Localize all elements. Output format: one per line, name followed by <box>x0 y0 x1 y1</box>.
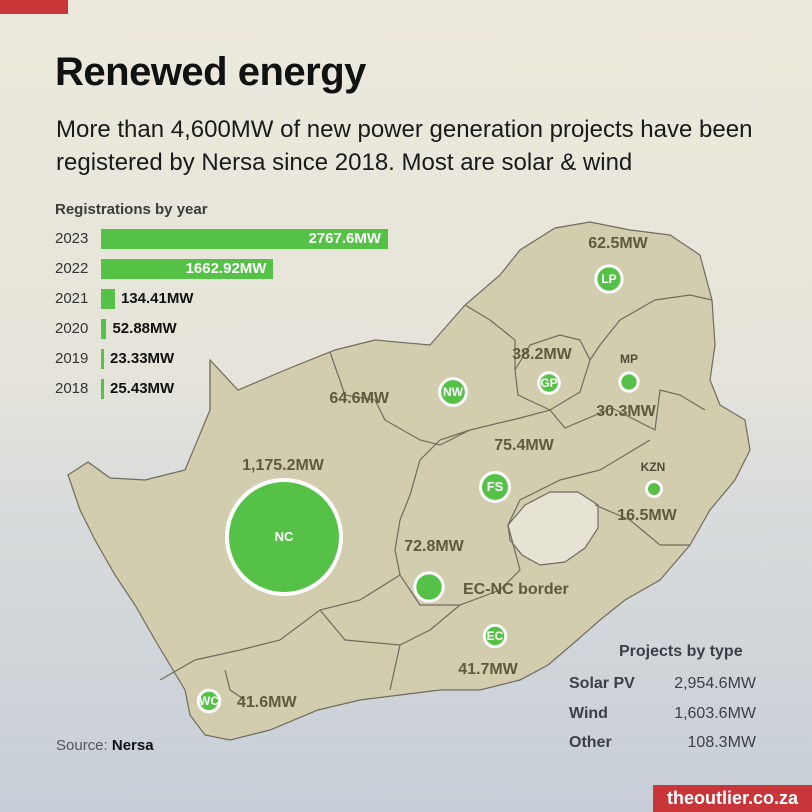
type-value-other: 108.3MW <box>687 734 756 751</box>
value-label-kzn: 16.5MW <box>617 507 677 524</box>
value-label-nw: 64.6MW <box>329 390 389 407</box>
bubble-fs <box>479 471 511 503</box>
bubble-mp <box>618 371 640 393</box>
accent-bar <box>0 0 68 14</box>
lesotho <box>507 491 599 566</box>
province-code-lp: LP <box>601 272 616 286</box>
bubble-ec-nc-border <box>413 571 445 603</box>
source-note: Source: Nersa <box>56 737 154 754</box>
bar-value-2020: 52.88MW <box>112 320 177 337</box>
bubble-nc <box>225 478 343 596</box>
province-code-fs: FS <box>487 479 504 494</box>
year-label-2018: 2018 <box>55 380 89 397</box>
province-borders <box>159 294 713 701</box>
bar-value-2021: 134.41MW <box>120 290 194 307</box>
value-label-nc: 1,175.2MW <box>242 457 325 474</box>
page-subtitle: More than 4,600MW of new power generatio… <box>56 116 753 176</box>
projects-by-type-heading: Projects by type <box>619 643 743 660</box>
bar-2022 <box>101 259 274 279</box>
bubble-ec <box>482 623 508 649</box>
province-code-wc: WC <box>199 694 219 708</box>
type-value-solar: 2,954.6MW <box>674 675 756 692</box>
type-name-other: Other <box>569 734 612 751</box>
bar-value-2023: 2767.6MW <box>308 230 381 247</box>
province-code-ec: EC <box>487 629 504 643</box>
bar-2021 <box>101 289 115 309</box>
registrations-heading: Registrations by year <box>55 201 208 218</box>
province-code-nw: NW <box>443 385 464 399</box>
year-label-2023: 2023 <box>55 230 89 247</box>
bubble-lp <box>594 264 624 294</box>
province-code-mp: MP <box>620 352 638 366</box>
province-code-kzn: KZN <box>641 460 666 474</box>
bar-2023 <box>101 229 388 249</box>
bar-value-2019: 23.33MW <box>110 350 175 367</box>
bar-2020 <box>101 319 107 339</box>
value-label-mp: 30.3MW <box>596 403 656 420</box>
type-name-wind: Wind <box>569 705 608 722</box>
page-title: Renewed energy <box>55 50 366 94</box>
type-value-wind: 1,603.6MW <box>674 705 756 722</box>
bubble-gp <box>537 371 561 395</box>
bar-2018 <box>101 379 104 399</box>
bubble-wc <box>196 688 222 714</box>
country-outline <box>67 221 751 741</box>
value-label-lp: 62.5MW <box>588 235 648 252</box>
source-prefix: Source: <box>56 737 108 754</box>
value-label-ec-nc-border: 72.8MW <box>404 538 464 555</box>
bubble-kzn <box>645 480 663 498</box>
bar-2019 <box>101 349 104 369</box>
value-label-gp: 38.2MW <box>512 346 572 363</box>
province-bubbles: LP 62.5MW GP 38.2MW MP 30.3MW NW 64.6MW NC 1,175.… <box>196 235 678 714</box>
bar-value-2018: 25.43MW <box>110 380 175 397</box>
year-label-2020: 2020 <box>55 320 89 337</box>
value-label-wc: 41.6MW <box>237 694 297 711</box>
province-code-gp: GP <box>540 376 557 390</box>
brand-badge[interactable]: theoutlier.co.za <box>653 785 812 812</box>
bar-value-2022: 1662.92MW <box>185 260 267 277</box>
value-label-ec: 41.7MW <box>458 661 518 678</box>
year-label-2022: 2022 <box>55 260 89 277</box>
year-label-2019: 2019 <box>55 350 89 367</box>
source-name: Nersa <box>111 737 154 754</box>
value-label-fs: 75.4MW <box>494 437 554 454</box>
type-name-solar: Solar PV <box>569 675 635 692</box>
year-label-2021: 2021 <box>55 290 89 307</box>
bubble-nw <box>438 377 468 407</box>
region-name-ec-nc-border: EC-NC border <box>463 581 569 598</box>
province-code-nc: NC <box>275 529 294 544</box>
